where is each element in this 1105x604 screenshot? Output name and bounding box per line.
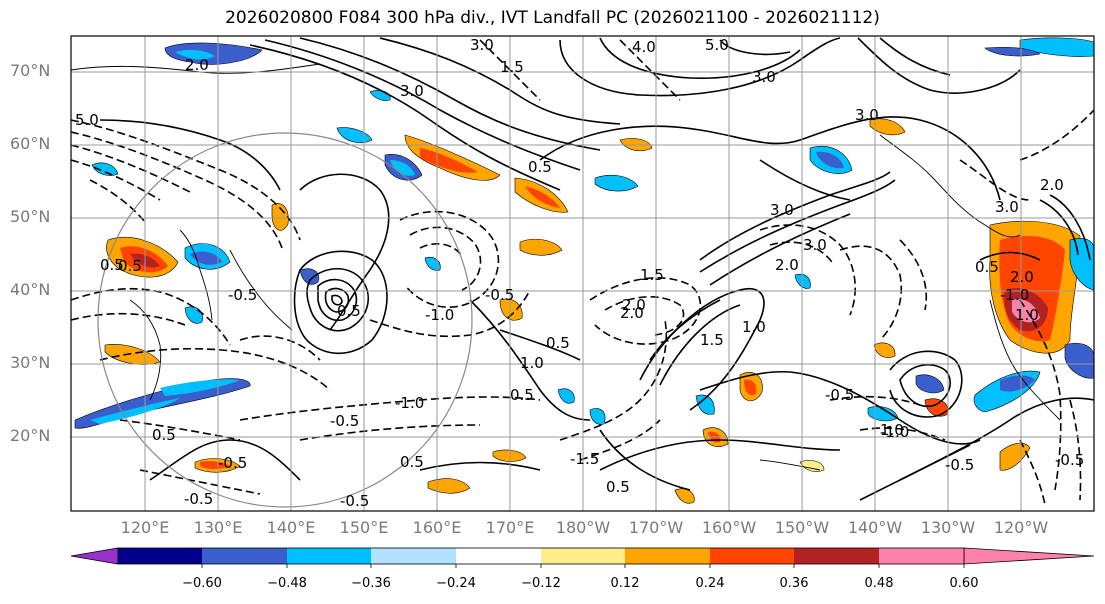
contour-label: 2.0: [1040, 176, 1064, 194]
dashed-contours: [71, 39, 1094, 506]
contour-label: -0.5: [340, 492, 369, 510]
contour-label: 0.5: [118, 257, 142, 275]
contour-label: 0.5: [337, 302, 361, 320]
contour-label: -0.5: [1055, 451, 1084, 469]
contour-label: -1.0: [1000, 286, 1029, 304]
colorbar-bin: [118, 548, 202, 564]
contour-label: -1.5: [570, 450, 599, 468]
contour-label: 1.0: [880, 421, 904, 439]
contour-label: 2.0: [775, 256, 799, 274]
contour-label: 3.0: [770, 201, 794, 219]
gridlines: [71, 36, 1094, 511]
colorbar-tick-label: −0.36: [351, 576, 391, 591]
colorbar-bin: [625, 548, 710, 564]
lon-label: 140°W: [847, 518, 903, 537]
contour-label: 2.0: [185, 56, 209, 74]
contour-label: 3.0: [855, 106, 879, 124]
contour-label: 2.0: [620, 304, 644, 322]
contour-label: 0.5: [546, 334, 570, 352]
colorbar-bin: [287, 548, 371, 564]
contour-label: 2.0: [622, 296, 646, 314]
colorbar-tick-label: 0.36: [779, 576, 809, 591]
contour-label: 1.5: [640, 266, 664, 284]
contour-label: 1.0: [742, 318, 766, 336]
lat-label: 60°N: [10, 134, 51, 153]
contour-label: 3.0: [400, 82, 424, 100]
contour-label: -0.5: [825, 386, 854, 404]
colorbar-tick-label: −0.12: [521, 576, 561, 591]
contour-label: -0.5: [184, 490, 213, 508]
contour-label: 0.5: [400, 453, 424, 471]
lon-label: 150°W: [774, 518, 830, 537]
lon-label: 120°E: [120, 518, 170, 537]
contour-label: -0.5: [945, 456, 974, 474]
contour-label: 1.0: [1015, 306, 1039, 324]
contour-label: 3.0: [995, 198, 1019, 216]
lon-label: 170°W: [628, 518, 684, 537]
colorbar-tick-label: −0.60: [182, 576, 222, 591]
contour-label: 3.0: [803, 236, 827, 254]
lon-label: 150°E: [339, 518, 389, 537]
colorbar-tick-label: 0.12: [610, 576, 640, 591]
lat-label: 50°N: [10, 207, 51, 226]
colorbar-bin: [202, 548, 287, 564]
contour-label: -0.5: [485, 286, 514, 304]
colorbar-bin: [371, 548, 456, 564]
colorbar-tick-label: −0.48: [267, 576, 307, 591]
lat-label: 70°N: [10, 61, 51, 80]
contour-label: -0.5: [330, 412, 359, 430]
colorbar-tick-label: −0.24: [436, 576, 476, 591]
contour-label: 3.0: [752, 68, 776, 86]
contour-label: -0.5: [228, 286, 257, 304]
projection-circle: [97, 132, 473, 508]
contour-label: 1.5: [700, 331, 724, 349]
contour-label: 1.5: [500, 58, 524, 76]
contour-label: 3.0: [470, 36, 494, 54]
contour-label: -1.0: [880, 423, 909, 441]
lat-label: 20°N: [10, 426, 51, 445]
lon-label: 170°E: [485, 518, 535, 537]
lon-label: 140°E: [266, 518, 316, 537]
contour-label: -1.0: [395, 394, 424, 412]
lon-label: 160°E: [412, 518, 462, 537]
solid-contours: [99, 37, 1094, 501]
contour-label: 1.0: [520, 354, 544, 372]
colorbar-bin: [794, 548, 879, 564]
contour-label: 0.5: [510, 386, 534, 404]
lon-label: 120°W: [993, 518, 1049, 537]
contour-labels: 2.0 3.0 5.0 4.0 3.0 1.5 5.0 3.0 3.0 1.0 …: [75, 36, 1084, 510]
lon-label: 130°W: [920, 518, 976, 537]
contour-label: -1.0: [425, 306, 454, 324]
colorbar-bin: [879, 548, 964, 564]
contour-label: 5.0: [705, 36, 729, 54]
colorbar-extend-min: [70, 547, 119, 565]
contour-label: 0.5: [606, 478, 630, 496]
contour-label: 0.5: [975, 258, 999, 276]
colorbar-bin: [710, 548, 794, 564]
colorbar-tick-label: 0.60: [949, 576, 979, 591]
contour-label: 4.0: [632, 38, 656, 56]
colorbar-extend-max: [963, 547, 1095, 565]
contour-label: 2.0: [1010, 268, 1034, 286]
map-frame: [70, 35, 1095, 512]
colorbar-tick-label: 0.24: [695, 576, 725, 591]
contour-label: -0.5: [218, 454, 247, 472]
contour-label: 5.0: [75, 111, 99, 129]
colorbar: [70, 547, 1095, 568]
colorbar-bin: [541, 548, 625, 564]
colorbar-tick-label: 0.48: [864, 576, 894, 591]
colorbar-bin: [456, 548, 541, 564]
lat-label: 40°N: [10, 280, 51, 299]
lat-label: 30°N: [10, 353, 51, 372]
contour-label: 0.5: [152, 426, 176, 444]
contour-label: 0.5: [528, 158, 552, 176]
lon-label: 130°E: [193, 518, 243, 537]
contour-label: 0.5: [100, 256, 124, 274]
lon-label: 180°W: [555, 518, 611, 537]
map-title: 2026020800 F084 300 hPa div., IVT Landfa…: [225, 8, 880, 28]
lon-label: 160°W: [701, 518, 757, 537]
